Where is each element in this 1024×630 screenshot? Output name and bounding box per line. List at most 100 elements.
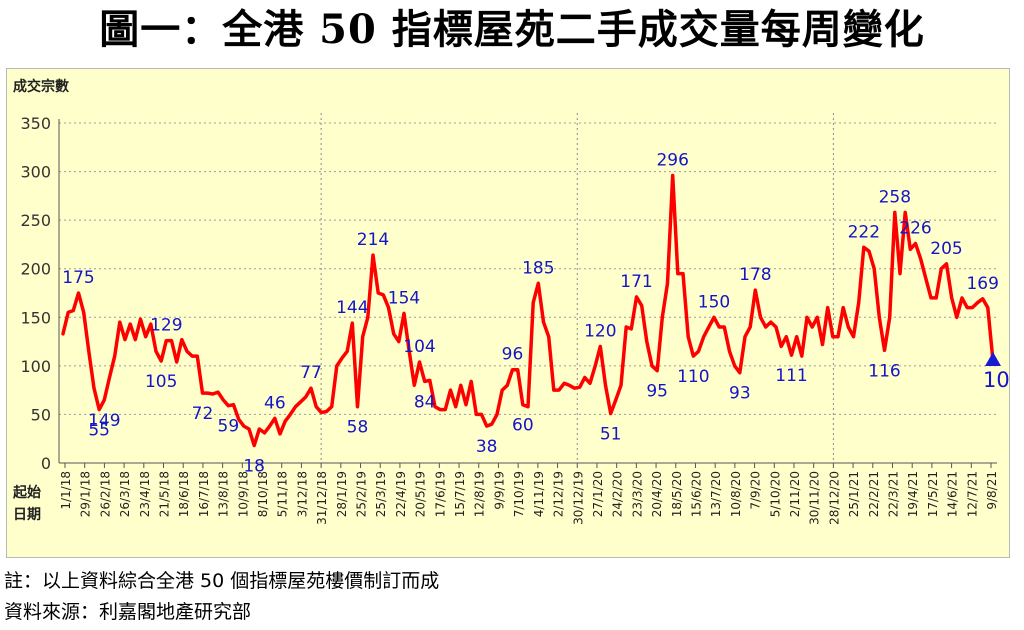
x-tick-label: 5/11/18 bbox=[276, 471, 290, 517]
x-tick-label: 23/4/18 bbox=[138, 471, 152, 517]
data-label: 105 bbox=[145, 372, 177, 392]
x-tick-label: 19/4/21 bbox=[906, 471, 920, 517]
y-tick-label: 250 bbox=[20, 211, 51, 230]
chart-title: 圖一：全港 50 指標屋苑二手成交量每周變化 bbox=[99, 6, 925, 53]
x-tick-label: 2/12/19 bbox=[552, 471, 566, 517]
x-tick-label: 30/12/19 bbox=[571, 471, 585, 525]
data-label: 120 bbox=[584, 321, 616, 341]
x-tick-label: 28/12/20 bbox=[827, 471, 841, 525]
x-tick-label: 10/8/20 bbox=[729, 471, 743, 517]
data-label: 110 bbox=[677, 367, 709, 387]
y-axis-title: 成交宗數 bbox=[13, 78, 69, 95]
x-tick-label: 4/11/19 bbox=[532, 471, 546, 517]
x-tick-label: 15/6/20 bbox=[689, 471, 703, 517]
data-label: 169 bbox=[966, 274, 998, 294]
x-tick-label: 9/8/21 bbox=[985, 471, 999, 510]
x-axis-title: 起始 bbox=[12, 484, 41, 501]
x-tick-label: 13/8/18 bbox=[217, 471, 231, 517]
footnote: 註：以上資料綜合全港 50 個指標屋苑樓價制訂而成 bbox=[4, 570, 440, 592]
x-tick-label: 29/1/18 bbox=[79, 471, 93, 517]
x-tick-label: 1/1/18 bbox=[59, 471, 73, 510]
data-label: 222 bbox=[848, 222, 880, 242]
x-tick-label: 25/2/19 bbox=[355, 471, 369, 517]
x-tick-label: 26/2/18 bbox=[98, 471, 112, 517]
data-label: 72 bbox=[192, 404, 214, 424]
data-label: 95 bbox=[646, 382, 668, 402]
x-tick-label: 12/7/21 bbox=[965, 471, 979, 517]
data-label: 96 bbox=[502, 345, 524, 365]
x-tick-label: 20/4/20 bbox=[650, 471, 664, 517]
chart-area: 成交宗數 0 50 100 150 200 250 300 350 1/1/18 29/1/18 26… bbox=[6, 68, 1010, 558]
x-tick-label: 15/7/19 bbox=[453, 471, 467, 517]
x-tick-label: 22/2/21 bbox=[867, 471, 881, 517]
data-label: 84 bbox=[414, 392, 436, 412]
x-tick-label: 26/3/18 bbox=[118, 471, 132, 517]
x-tick-label: 18/5/20 bbox=[670, 471, 684, 517]
data-label: 185 bbox=[522, 258, 554, 278]
data-label: 60 bbox=[512, 416, 534, 436]
data-label: 46 bbox=[264, 393, 286, 413]
data-label: 18 bbox=[243, 457, 265, 477]
x-tick-label: 13/7/20 bbox=[709, 471, 723, 517]
data-label: 111 bbox=[775, 366, 807, 386]
x-tick-label: 2/11/20 bbox=[788, 471, 802, 517]
x-tick-label: 22/3/21 bbox=[886, 471, 900, 517]
data-label: 59 bbox=[218, 417, 240, 437]
x-tick-label: 25/1/21 bbox=[847, 471, 861, 517]
y-tick-label: 300 bbox=[20, 163, 51, 182]
y-tick-label: 0 bbox=[41, 454, 51, 473]
data-label: 296 bbox=[656, 150, 688, 170]
data-label: 51 bbox=[600, 424, 622, 444]
data-label: 178 bbox=[739, 265, 771, 285]
data-label: 38 bbox=[476, 437, 498, 457]
x-tick-label: 7/10/19 bbox=[512, 471, 526, 517]
data-label: 205 bbox=[930, 239, 962, 259]
x-tick-label: 24/2/20 bbox=[611, 471, 625, 517]
y-tick-label: 150 bbox=[20, 308, 51, 327]
x-tick-label: 9/9/19 bbox=[492, 471, 506, 510]
data-label: 55 bbox=[88, 421, 110, 441]
x-tick-label: 27/1/20 bbox=[591, 471, 605, 517]
x-tick-label: 7/9/20 bbox=[749, 471, 763, 510]
data-label: 149 bbox=[88, 411, 120, 431]
data-label: 171 bbox=[620, 272, 652, 292]
data-label: 214 bbox=[357, 230, 389, 250]
data-label: 258 bbox=[879, 187, 911, 207]
data-label: 150 bbox=[698, 292, 730, 312]
x-axis-title: 日期 bbox=[13, 507, 41, 523]
y-tick-label: 200 bbox=[20, 260, 51, 279]
x-tick-label: 8/10/18 bbox=[256, 471, 270, 517]
x-tick-label: 23/3/20 bbox=[630, 471, 644, 517]
data-label: 105 bbox=[983, 368, 1009, 392]
y-tick-label: 100 bbox=[20, 357, 51, 376]
data-label: 116 bbox=[868, 361, 900, 381]
data-label: 154 bbox=[388, 288, 420, 308]
x-tick-label: 22/4/19 bbox=[394, 471, 408, 517]
x-tick-label: 25/3/19 bbox=[374, 471, 388, 517]
x-tick-label: 31/12/18 bbox=[315, 471, 329, 525]
x-tick-label: 16/7/18 bbox=[197, 471, 211, 517]
y-tick-label: 350 bbox=[20, 114, 51, 133]
y-tick-label: 50 bbox=[31, 405, 51, 424]
x-tick-label: 28/1/19 bbox=[335, 471, 349, 517]
x-tick-label: 17/6/19 bbox=[433, 471, 447, 517]
x-tick-label: 17/5/21 bbox=[926, 471, 940, 517]
data-label: 175 bbox=[62, 268, 94, 288]
data-label: 93 bbox=[729, 384, 751, 404]
x-tick-label: 14/6/21 bbox=[946, 471, 960, 517]
x-tick-label: 20/5/19 bbox=[414, 471, 428, 517]
data-label: 77 bbox=[300, 363, 322, 383]
x-tick-label: 5/10/20 bbox=[768, 471, 782, 517]
x-tick-label: 18/6/18 bbox=[177, 471, 191, 517]
line-chart: 成交宗數 0 50 100 150 200 250 300 350 1/1/18 29/1/18 26… bbox=[12, 78, 1009, 525]
x-tick-label: 30/11/20 bbox=[808, 471, 822, 525]
data-label: 144 bbox=[336, 298, 368, 318]
source-note: 資料來源：利嘉閣地產研究部 bbox=[4, 601, 252, 623]
data-label: 226 bbox=[899, 218, 931, 238]
data-label: 104 bbox=[403, 337, 435, 357]
x-tick-label: 10/9/18 bbox=[236, 471, 250, 517]
x-tick-label: 12/8/19 bbox=[473, 471, 487, 517]
data-label: 129 bbox=[150, 316, 182, 336]
x-tick-label: 3/12/18 bbox=[295, 471, 309, 517]
series-line bbox=[61, 173, 995, 448]
